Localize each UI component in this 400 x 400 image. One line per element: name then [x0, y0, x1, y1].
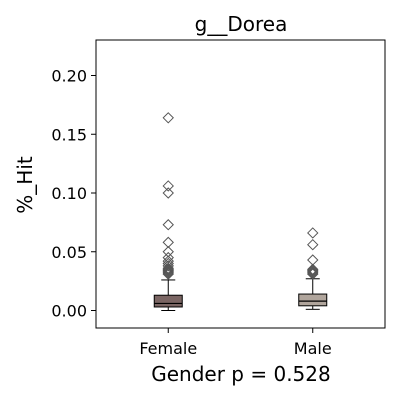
y-axis-label: %_Hit — [13, 156, 37, 214]
x-axis-label: Gender p = 0.528 — [151, 362, 330, 386]
outlier-point — [162, 219, 174, 231]
outlier-point — [162, 246, 174, 258]
outlier-point — [307, 264, 319, 277]
box-iqr — [298, 293, 328, 307]
outlier-point — [162, 251, 174, 264]
outlier-point — [162, 264, 174, 277]
outlier-point — [162, 260, 174, 272]
outlier-point — [307, 266, 319, 278]
y-tick-label: 0.05 — [51, 243, 87, 262]
outlier-point — [162, 187, 174, 199]
y-tick-label: 0.15 — [51, 125, 87, 144]
x-tick-label: Male — [294, 339, 332, 358]
y-tick-label: 0.00 — [51, 302, 87, 321]
outlier-point — [162, 236, 174, 249]
outlier-point — [162, 262, 174, 274]
box-series — [153, 112, 328, 311]
outlier-point — [162, 257, 174, 270]
chart-title: g__Dorea — [195, 12, 288, 36]
x-axis: Female Male — [139, 328, 332, 358]
y-axis: 0.00 0.05 0.10 0.15 0.20 — [51, 67, 96, 321]
outlier-point — [162, 180, 174, 192]
x-tick-label: Female — [139, 339, 197, 358]
box-female — [153, 112, 183, 311]
outlier-point — [307, 227, 319, 239]
plot-area-frame — [95, 39, 386, 329]
box-iqr — [153, 294, 183, 308]
box-male — [298, 227, 328, 310]
outlier-point — [307, 238, 319, 251]
outlier-point — [162, 112, 174, 124]
y-tick-label: 0.10 — [51, 184, 87, 203]
y-tick-label: 0.20 — [51, 67, 87, 86]
outlier-point — [307, 263, 319, 276]
outlier-point — [307, 254, 319, 266]
